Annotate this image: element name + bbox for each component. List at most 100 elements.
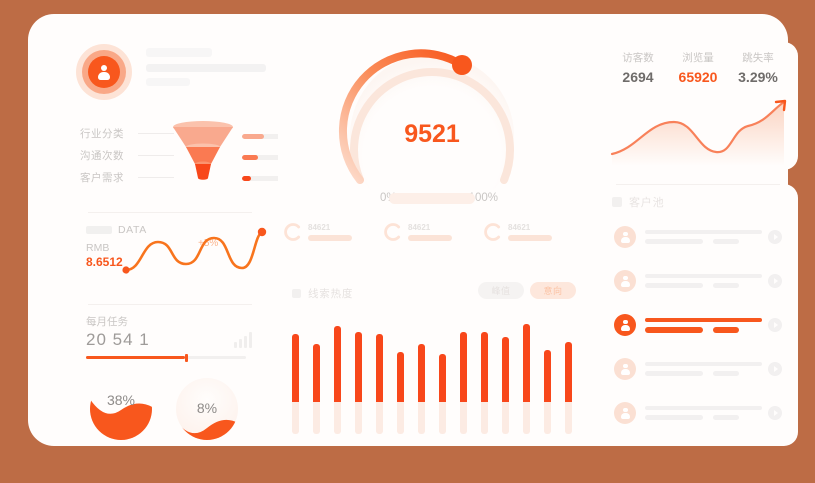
mini-stat-item[interactable]: 84621 <box>382 212 482 252</box>
profile-header <box>70 42 270 102</box>
list-item[interactable] <box>606 350 790 388</box>
leader-line <box>138 154 174 156</box>
app-window: 行业分类 沟通次数 客户需求 <box>28 14 798 446</box>
gauge-max-label: 100% <box>468 192 498 204</box>
funnel-label: 行业分类 <box>80 127 124 140</box>
mini-stats-row: 84621 84621 <box>282 212 582 252</box>
bar-segment-tail <box>439 402 446 434</box>
funnel-labels: 行业分类 沟通次数 客户需求 <box>80 122 174 188</box>
bar-segment-value <box>355 332 362 402</box>
bar-column[interactable] <box>418 312 425 434</box>
list-item-placeholder-lines <box>645 406 762 420</box>
gauge-track-pill <box>389 193 475 204</box>
funnel-chart: 行业分类 沟通次数 客户需求 <box>70 120 282 200</box>
gauge-handle <box>452 55 472 75</box>
liquid-gauge-svg <box>176 378 238 440</box>
person-icon <box>614 270 636 292</box>
bar-column[interactable] <box>397 312 404 434</box>
list-item[interactable] <box>606 218 790 256</box>
bar-segment-value <box>481 332 488 402</box>
gauge-value: 9521 <box>404 120 460 148</box>
liquid-gauge-2: 8% <box>174 378 240 440</box>
liquid-gauge-1: 38% <box>88 378 154 440</box>
placeholder-line <box>146 78 190 86</box>
customer-pool-card: 客户池 <box>598 184 798 446</box>
data-card-value: 8.6512 <box>86 255 123 269</box>
bar-segment-tail <box>502 402 509 434</box>
heat-bars-card: 线索热度 峰值 意向 <box>278 274 586 446</box>
kpi-label: 浏览量 <box>682 52 714 64</box>
customer-pool-list <box>606 218 790 438</box>
heat-bars-plot <box>292 312 572 434</box>
bar-column[interactable] <box>460 312 467 434</box>
bar-column[interactable] <box>439 312 446 434</box>
task-progress-knob[interactable] <box>185 354 189 362</box>
avatar[interactable] <box>76 44 132 100</box>
placeholder-line <box>645 415 703 420</box>
ring-icon <box>484 223 501 241</box>
bar-segment-value <box>523 324 530 402</box>
bar-column[interactable] <box>313 312 320 434</box>
progress-track <box>242 176 282 181</box>
kpi-value: 2694 <box>622 69 654 85</box>
funnel-bar-row <box>242 147 284 168</box>
placeholder-chip <box>86 226 112 234</box>
bar-segment-value <box>313 344 320 402</box>
placeholder-line <box>713 326 739 333</box>
liquid-gauges: 38% 8% <box>70 378 270 444</box>
currency-label: RMB <box>86 242 110 254</box>
tab-intent[interactable]: 意向 <box>530 282 576 299</box>
mini-stat-item[interactable]: 84621 <box>282 212 382 252</box>
funnel-svg <box>173 121 233 180</box>
bar-column[interactable] <box>292 312 299 434</box>
bar-column[interactable] <box>565 312 572 434</box>
kpi-value: 65920 <box>678 69 718 85</box>
bar-column[interactable] <box>481 312 488 434</box>
placeholder-line <box>713 239 739 244</box>
funnel-label: 客户需求 <box>80 171 124 184</box>
placeholder-line <box>713 415 739 420</box>
placeholder-line <box>645 230 762 234</box>
mini-stat-bar <box>508 235 552 241</box>
placeholder-line <box>645 326 703 333</box>
play-icon[interactable] <box>768 274 782 288</box>
play-icon[interactable] <box>768 318 782 332</box>
list-item[interactable] <box>606 394 790 432</box>
tab-peak[interactable]: 峰值 <box>478 282 524 299</box>
list-item[interactable] <box>606 262 790 300</box>
data-card-delta: +5% <box>198 238 219 249</box>
bar-segment-value <box>544 350 551 402</box>
bar-segment-value <box>502 337 509 402</box>
trend-arrow-icon <box>774 99 787 112</box>
kpi-value: 3.29% <box>738 69 778 85</box>
bar-column[interactable] <box>376 312 383 434</box>
placeholder-line <box>146 48 212 57</box>
center-column: 9521 0% 100% 84621 <box>278 42 586 446</box>
play-icon[interactable] <box>768 362 782 376</box>
list-item-active[interactable] <box>606 306 790 344</box>
play-icon[interactable] <box>768 230 782 244</box>
bar-segment-value <box>292 334 299 402</box>
bar-segment-tail <box>460 402 467 434</box>
placeholder-line <box>146 64 266 72</box>
bar-column[interactable] <box>523 312 530 434</box>
heat-bars-title: 线索热度 <box>308 288 354 300</box>
bar-column[interactable] <box>502 312 509 434</box>
bar-segment-value <box>334 326 341 402</box>
bar-column[interactable] <box>355 312 362 434</box>
kpi-card: 访客数 2694 浏览量 65920 跳失率 3.29% <box>598 42 798 170</box>
person-icon <box>614 402 636 424</box>
play-icon[interactable] <box>768 406 782 420</box>
bar-column[interactable] <box>544 312 551 434</box>
liquid-gauge-label: 38% <box>106 392 136 408</box>
bar-segment-value <box>460 332 467 402</box>
bar-segment-tail <box>376 402 383 434</box>
funnel-label: 沟通次数 <box>80 149 124 162</box>
task-progress-track[interactable] <box>86 354 246 362</box>
data-card-header: DATA <box>86 224 147 236</box>
mini-stat-item[interactable]: 84621 <box>482 212 582 252</box>
profile-placeholder-lines <box>146 48 270 86</box>
mini-stat-value: 84621 <box>308 223 331 232</box>
bar-column[interactable] <box>334 312 341 434</box>
